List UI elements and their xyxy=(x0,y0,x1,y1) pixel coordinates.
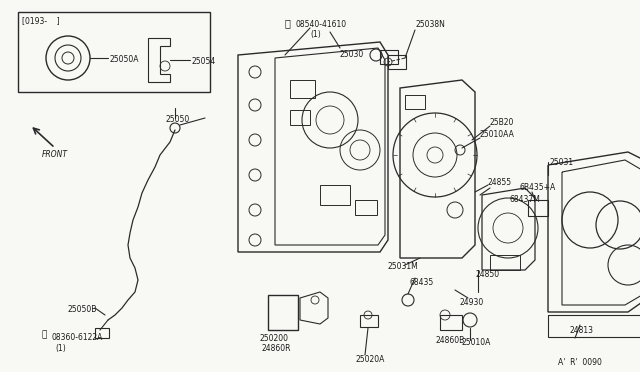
Text: 24930: 24930 xyxy=(460,298,484,307)
Bar xyxy=(18,12,210,92)
Text: 08360-6122A: 08360-6122A xyxy=(52,333,104,342)
Bar xyxy=(405,95,425,109)
Text: 68437M: 68437M xyxy=(510,195,541,204)
Text: 25050: 25050 xyxy=(165,115,189,124)
Bar xyxy=(290,80,315,98)
Text: 25020A: 25020A xyxy=(355,355,385,364)
Text: 25030: 25030 xyxy=(340,50,364,59)
Bar xyxy=(290,110,310,125)
Bar xyxy=(380,50,398,64)
Bar xyxy=(548,315,640,337)
Text: 24813: 24813 xyxy=(570,326,594,335)
Text: 25010AA: 25010AA xyxy=(480,130,515,139)
Text: 24855: 24855 xyxy=(488,178,512,187)
Text: (1): (1) xyxy=(55,344,66,353)
Text: 24860R: 24860R xyxy=(262,344,291,353)
Bar xyxy=(360,315,378,327)
Text: 25050A: 25050A xyxy=(110,55,140,64)
Bar xyxy=(95,328,109,338)
Bar xyxy=(268,295,298,330)
Text: 250200: 250200 xyxy=(260,334,289,343)
Text: Ⓝ: Ⓝ xyxy=(285,18,291,28)
Text: (1): (1) xyxy=(310,30,321,39)
Text: 25054: 25054 xyxy=(192,57,216,66)
Text: 68435: 68435 xyxy=(410,278,435,287)
Text: 25B20: 25B20 xyxy=(490,118,515,127)
Text: 25031M: 25031M xyxy=(388,262,419,271)
Text: 25050B: 25050B xyxy=(68,305,97,314)
Text: 25010A: 25010A xyxy=(462,338,492,347)
Text: 24850: 24850 xyxy=(475,270,499,279)
Text: Ⓝ: Ⓝ xyxy=(42,330,47,339)
Bar xyxy=(320,185,350,205)
Bar xyxy=(388,55,406,69)
Text: [0193-    ]: [0193- ] xyxy=(22,16,60,25)
Text: 08540-41610: 08540-41610 xyxy=(295,20,346,29)
Text: 6B435+A: 6B435+A xyxy=(520,183,556,192)
Text: 25038N: 25038N xyxy=(415,20,445,29)
Bar xyxy=(355,200,377,215)
Text: FRONT: FRONT xyxy=(42,150,68,159)
Text: A'  R'  0090: A' R' 0090 xyxy=(558,358,602,367)
Bar xyxy=(528,200,548,216)
Text: 25031: 25031 xyxy=(550,158,574,167)
Bar xyxy=(490,255,520,270)
Bar xyxy=(440,315,462,330)
Text: 24860B: 24860B xyxy=(435,336,464,345)
